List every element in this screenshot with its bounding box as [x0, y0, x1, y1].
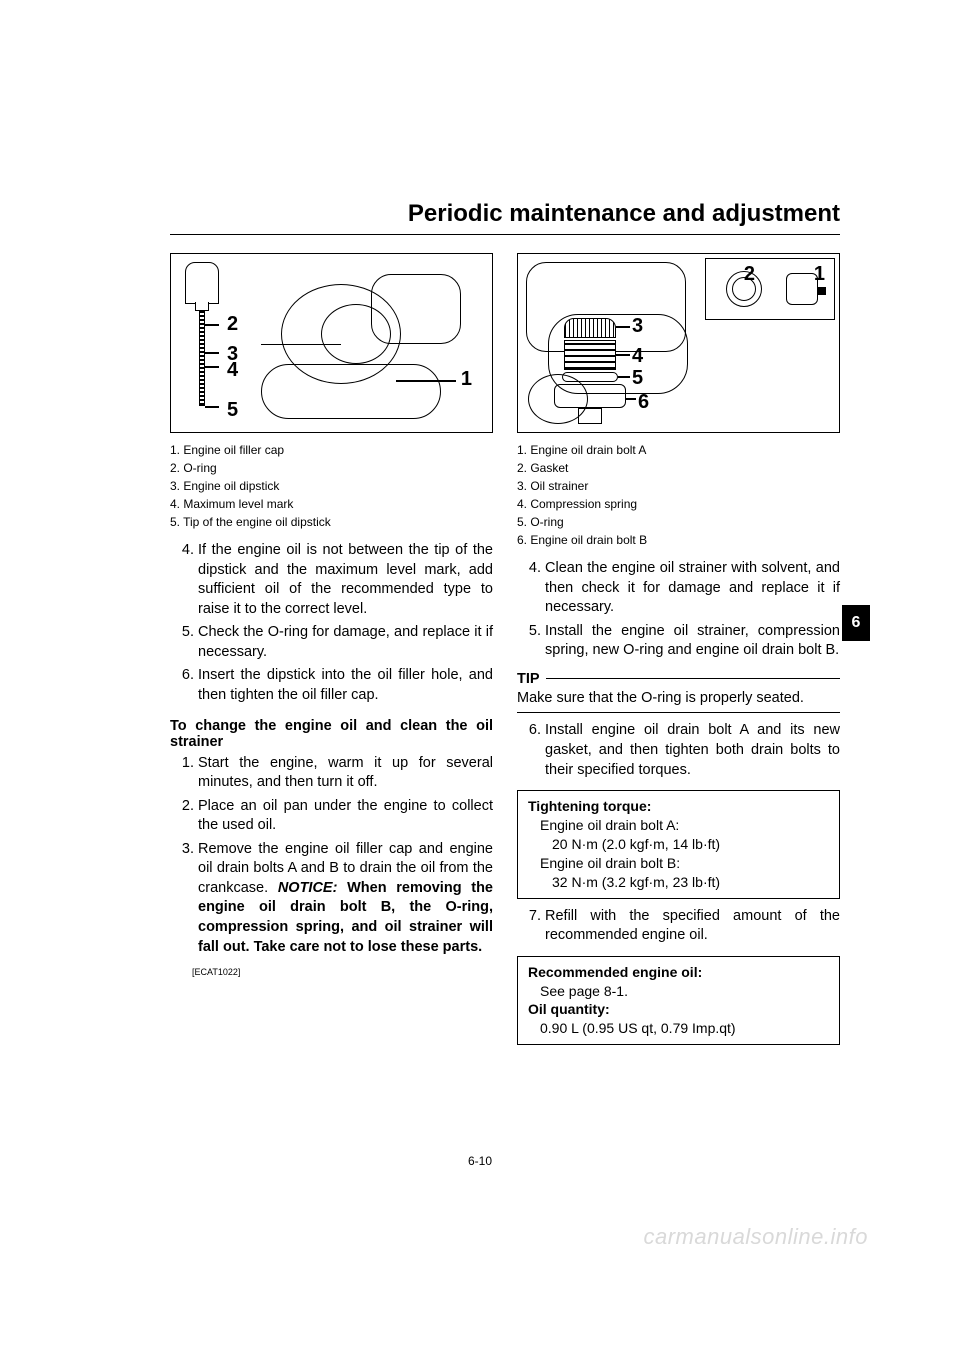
figure-legend-left: 1. Engine oil filler cap 2. O-ring 3. En…	[170, 441, 493, 531]
specbox-key: Oil quantity:	[528, 1000, 829, 1019]
step-item: If the engine oil is not between the tip…	[198, 541, 493, 619]
legend-item: 1. Engine oil drain bolt A	[517, 441, 840, 459]
specbox-value: 0.90 L (0.95 US qt, 0.79 Imp.qt)	[528, 1019, 829, 1038]
left-column: 2 3 4 5 1 1. Engine oil filler cap 2. O-…	[170, 253, 493, 1053]
page-number: 6-10	[0, 1154, 960, 1168]
figure-callout-5: 5	[227, 400, 238, 420]
tip-rule	[546, 678, 840, 679]
step-item: Start the engine, warm it up for several…	[198, 754, 493, 793]
drain-bolt-b-hex-icon	[578, 408, 602, 424]
chapter-tab: 6	[842, 605, 870, 641]
tip-label: TIP	[517, 671, 540, 687]
step-item: Insert the dipstick into the oil filler …	[198, 666, 493, 705]
step-item: Refill with the specified amount of the …	[545, 907, 840, 946]
figure-callout-4: 4	[227, 360, 238, 380]
legend-item: 3. Oil strainer	[517, 477, 840, 495]
step-item: Install engine oil drain bolt A and its …	[545, 721, 840, 780]
figure-callout-1: 1	[461, 369, 472, 389]
specbox-title: Tightening torque:	[528, 797, 829, 816]
error-code: [ECAT1022]	[192, 967, 493, 977]
legend-item: 1. Engine oil filler cap	[170, 441, 493, 459]
dipstick-cap-icon	[185, 262, 219, 304]
oil-spec-box: Recommended engine oil: See page 8-1. Oi…	[517, 956, 840, 1046]
legend-item: 4. Compression spring	[517, 495, 840, 513]
legend-item: 2. Gasket	[517, 459, 840, 477]
compression-spring-icon	[564, 340, 616, 370]
specbox-value: See page 8-1.	[528, 982, 829, 1001]
specbox-value: 32 N·m (3.2 kgf·m, 23 lb·ft)	[528, 873, 829, 892]
tip-header: TIP	[517, 671, 840, 687]
figure-legend-right: 1. Engine oil drain bolt A 2. Gasket 3. …	[517, 441, 840, 549]
notice-label: NOTICE:	[278, 880, 338, 896]
specbox-key: Recommended engine oil:	[528, 963, 829, 982]
specbox-key: Engine oil drain bolt A:	[528, 816, 829, 835]
figure-callout-3: 3	[632, 316, 643, 336]
section-title: Periodic maintenance and adjustment	[170, 200, 840, 235]
specbox-key: Engine oil drain bolt B:	[528, 854, 829, 873]
torque-spec-box: Tightening torque: Engine oil drain bolt…	[517, 790, 840, 898]
legend-item: 3. Engine oil dipstick	[170, 477, 493, 495]
steps-list-c-right: Refill with the specified amount of the …	[517, 907, 840, 946]
tip-end-rule	[517, 712, 840, 713]
manual-page: Periodic maintenance and adjustment	[0, 0, 960, 1113]
steps-list-b-right: Install engine oil drain bolt A and its …	[517, 721, 840, 780]
figure-callout-4: 4	[632, 346, 643, 366]
watermark: carmanualsonline.info	[643, 1224, 868, 1250]
step-item: Clean the engine oil strainer with solve…	[545, 559, 840, 618]
legend-item: 5. Tip of the engine oil dipstick	[170, 513, 493, 531]
step-item: Place an oil pan under the engine to col…	[198, 797, 493, 836]
engine-sketch-bg	[171, 254, 492, 432]
legend-item: 6. Engine oil drain bolt B	[517, 531, 840, 549]
step-item: Remove the engine oil filler cap and eng…	[198, 840, 493, 957]
figure-drain-bolts: 1 2 3 4 5 6	[517, 253, 840, 433]
step-item: Install the engine oil strainer, compres…	[545, 622, 840, 661]
step-item: Check the O-ring for damage, and replace…	[198, 623, 493, 662]
oil-strainer-icon	[564, 318, 616, 338]
legend-item: 2. O-ring	[170, 459, 493, 477]
steps-list-a-left: If the engine oil is not between the tip…	[170, 541, 493, 706]
figure-callout-6: 6	[638, 392, 649, 412]
right-column: 1 2 3 4 5 6 1. Engine oil drain bolt A 2…	[517, 253, 840, 1053]
subheading-change-oil: To change the engine oil and clean the o…	[170, 718, 493, 750]
tip-body: Make sure that the O-ring is properly se…	[517, 689, 840, 709]
figure-callout-2: 2	[744, 264, 755, 284]
figure-callout-5: 5	[632, 368, 643, 388]
legend-item: 5. O-ring	[517, 513, 840, 531]
legend-item: 4. Maximum level mark	[170, 495, 493, 513]
figure-callout-1: 1	[814, 264, 825, 284]
figure-dipstick: 2 3 4 5 1	[170, 253, 493, 433]
two-column-layout: 2 3 4 5 1 1. Engine oil filler cap 2. O-…	[170, 253, 840, 1053]
figure-callout-2: 2	[227, 314, 238, 334]
steps-list-b-left: Start the engine, warm it up for several…	[170, 754, 493, 958]
drain-bolt-b-icon	[554, 384, 626, 408]
o-ring-icon	[562, 372, 618, 382]
steps-list-a-right: Clean the engine oil strainer with solve…	[517, 559, 840, 661]
specbox-value: 20 N·m (2.0 kgf·m, 14 lb·ft)	[528, 835, 829, 854]
